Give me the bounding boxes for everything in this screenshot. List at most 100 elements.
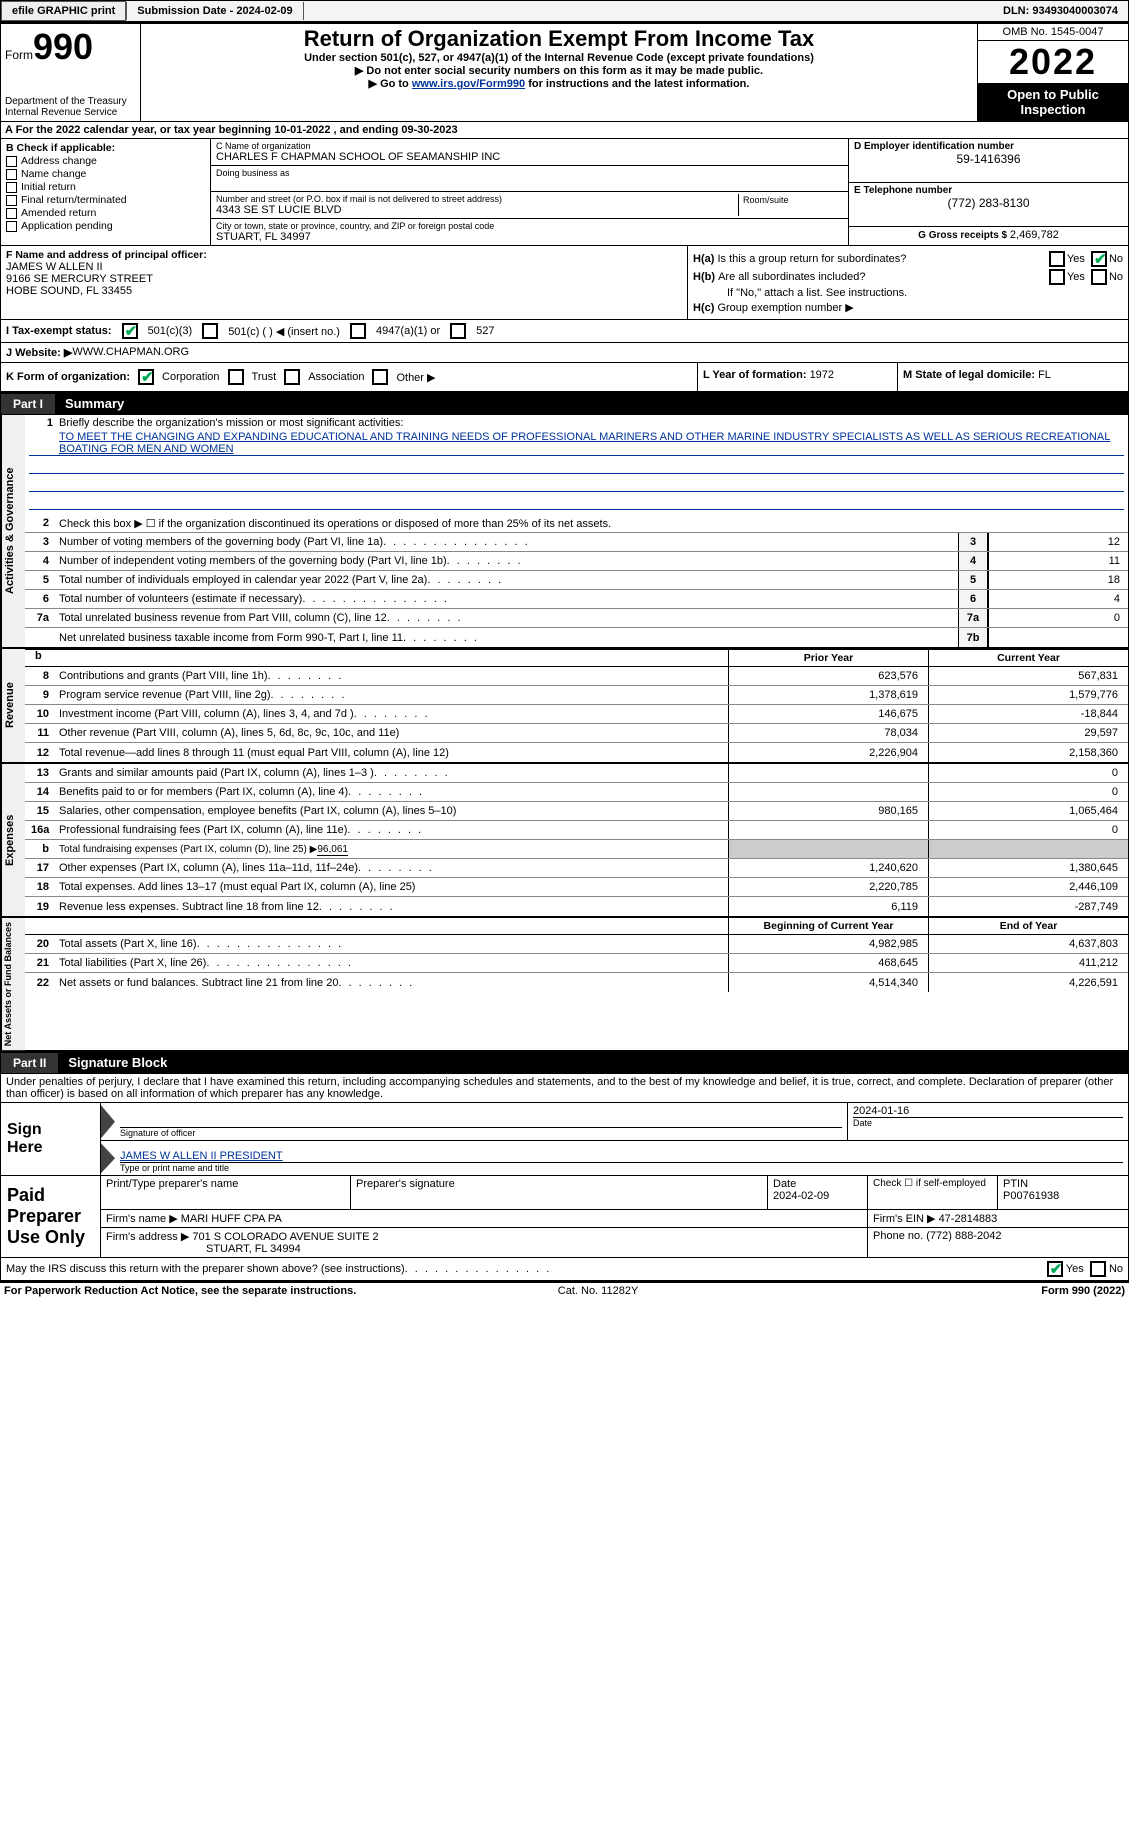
part1-header: Part I Summary: [0, 392, 1129, 415]
discuss-yes-checkbox[interactable]: [1047, 1261, 1063, 1277]
officer-print-name[interactable]: JAMES W ALLEN II PRESIDENT: [120, 1150, 1123, 1162]
p16b: [728, 840, 928, 858]
col-c-org-info: C Name of organization CHARLES F CHAPMAN…: [211, 139, 848, 245]
chk-trust[interactable]: [228, 369, 244, 385]
p19: 6,119: [728, 897, 928, 916]
activities-governance-section: Activities & Governance 1Briefly describ…: [0, 415, 1129, 648]
hb-no-checkbox[interactable]: [1091, 269, 1107, 285]
l20: Total assets (Part X, line 16): [55, 937, 728, 951]
phone-value: (772) 283-8130: [854, 196, 1123, 210]
eoy-hdr: End of Year: [928, 918, 1128, 934]
ha-yes-checkbox[interactable]: [1049, 251, 1065, 267]
l15: Salaries, other compensation, employee b…: [55, 804, 728, 818]
vlabel-netassets: Net Assets or Fund Balances: [1, 918, 25, 1050]
v5: 18: [988, 571, 1128, 589]
c21: 411,212: [928, 954, 1128, 972]
hb-text: Are all subordinates included?: [718, 271, 1043, 283]
l1-label: Briefly describe the organization's miss…: [59, 417, 403, 429]
c22: 4,226,591: [928, 973, 1128, 992]
chk-527[interactable]: [450, 323, 466, 339]
c-name-label: C Name of organization: [216, 141, 843, 151]
year-formation: 1972: [810, 369, 834, 381]
v4: 11: [988, 552, 1128, 570]
form-title: Return of Organization Exempt From Incom…: [147, 26, 971, 52]
perjury-declaration: Under penalties of perjury, I declare th…: [0, 1074, 1129, 1103]
goto-note: ▶ Go to www.irs.gov/Form990 for instruct…: [147, 77, 971, 90]
firm-phone-val: (772) 888-2042: [926, 1230, 1001, 1242]
row-k-l-m: K Form of organization: Corporation Trus…: [0, 363, 1129, 392]
chk-address-change[interactable]: [6, 156, 17, 167]
c12: 2,158,360: [928, 743, 1128, 762]
p16a: [728, 821, 928, 839]
firm-addr-label: Firm's address ▶: [106, 1231, 192, 1243]
c20: 4,637,803: [928, 935, 1128, 953]
part2-title: Signature Block: [58, 1052, 177, 1073]
top-bar: efile GRAPHIC print Submission Date - 20…: [0, 0, 1129, 23]
prep-date-val: 2024-02-09: [773, 1190, 829, 1202]
chk-501c[interactable]: [202, 323, 218, 339]
prep-name-label: Print/Type preparer's name: [106, 1178, 238, 1190]
col-d-e-g: D Employer identification number 59-1416…: [848, 139, 1128, 245]
chk-initial-return[interactable]: [6, 182, 17, 193]
ptin-label: PTIN: [1003, 1178, 1028, 1190]
l-label: L Year of formation:: [703, 369, 810, 381]
chk-final-return[interactable]: [6, 195, 17, 206]
officer-addr1: 9166 SE MERCURY STREET: [6, 273, 682, 285]
hb-yes-checkbox[interactable]: [1049, 269, 1065, 285]
firm-ein-val: 47-2814883: [939, 1213, 998, 1225]
l6-text: Total number of volunteers (estimate if …: [55, 592, 958, 606]
chk-501c3[interactable]: [122, 323, 138, 339]
p13: [728, 764, 928, 782]
section-f-h: F Name and address of principal officer:…: [0, 246, 1129, 320]
l13: Grants and similar amounts paid (Part IX…: [55, 766, 728, 780]
c14: 0: [928, 783, 1128, 801]
discuss-no-checkbox[interactable]: [1090, 1261, 1106, 1277]
efile-print-button[interactable]: efile GRAPHIC print: [1, 1, 126, 21]
p21: 468,645: [728, 954, 928, 972]
chk-name-change[interactable]: [6, 169, 17, 180]
open-to-public: Open to Public Inspection: [978, 83, 1128, 121]
l14: Benefits paid to or for members (Part IX…: [55, 785, 728, 799]
l17: Other expenses (Part IX, column (A), lin…: [55, 861, 728, 875]
phone-label: E Telephone number: [854, 185, 1123, 196]
gross-receipts-label: G Gross receipts $: [918, 230, 1010, 241]
irs-link[interactable]: www.irs.gov/Form990: [412, 78, 525, 90]
form-number: Form990: [5, 26, 136, 68]
hb-note: If "No," attach a list. See instructions…: [727, 287, 907, 299]
row-j-website: J Website: ▶ WWW.CHAPMAN.ORG: [0, 343, 1129, 363]
chk-amended[interactable]: [6, 208, 17, 219]
sig-date-val: 2024-01-16: [853, 1105, 1123, 1117]
col-h-group: H(a) Is this a group return for subordin…: [688, 246, 1128, 319]
net-assets-section: Net Assets or Fund Balances Beginning of…: [0, 917, 1129, 1051]
discuss-row: May the IRS discuss this return with the…: [0, 1258, 1129, 1281]
vlabel-revenue: Revenue: [1, 649, 25, 762]
row-i-tax-status: I Tax-exempt status: 501(c)(3) 501(c) ( …: [0, 320, 1129, 343]
p11: 78,034: [728, 724, 928, 742]
chk-other[interactable]: [372, 369, 388, 385]
ha-no-checkbox[interactable]: [1091, 251, 1107, 267]
form-header: Form990 Department of the Treasury Inter…: [0, 23, 1129, 122]
p22: 4,514,340: [728, 973, 928, 992]
chk-association[interactable]: [284, 369, 300, 385]
j-label: J Website: ▶: [6, 346, 72, 359]
p10: 146,675: [728, 705, 928, 723]
chk-corporation[interactable]: [138, 369, 154, 385]
chk-4947[interactable]: [350, 323, 366, 339]
c16b: [928, 840, 1128, 858]
sign-here-block: SignHere Signature of officer 2024-01-16…: [0, 1103, 1129, 1176]
c8: 567,831: [928, 667, 1128, 685]
b-label: B Check if applicable:: [6, 142, 205, 154]
col-f-officer: F Name and address of principal officer:…: [1, 246, 688, 319]
chk-app-pending[interactable]: [6, 221, 17, 232]
p9: 1,378,619: [728, 686, 928, 704]
p8: 623,576: [728, 667, 928, 685]
paid-preparer-block: PaidPreparerUse Only Print/Type preparer…: [0, 1176, 1129, 1258]
vlabel-activities: Activities & Governance: [1, 415, 25, 647]
mission-text[interactable]: TO MEET THE CHANGING AND EXPANDING EDUCA…: [59, 431, 1110, 455]
l3-text: Number of voting members of the governin…: [55, 535, 958, 549]
c13: 0: [928, 764, 1128, 782]
l19: Revenue less expenses. Subtract line 18 …: [55, 900, 728, 914]
sig-officer-label: Signature of officer: [120, 1127, 842, 1138]
self-employed-check: Check ☐ if self-employed: [868, 1176, 998, 1209]
website-value: WWW.CHAPMAN.ORG: [72, 346, 189, 359]
